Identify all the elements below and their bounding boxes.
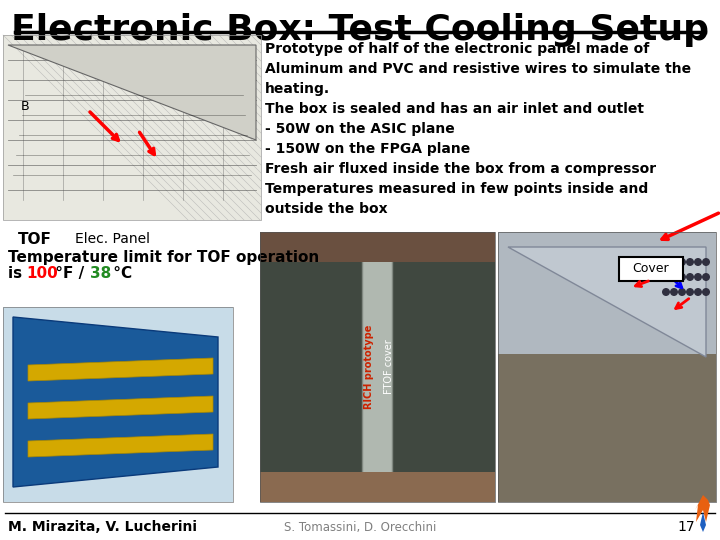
Text: TOF: TOF — [18, 232, 52, 247]
Text: M. Mirazita, V. Lucherini: M. Mirazita, V. Lucherini — [8, 520, 197, 534]
Bar — [260, 232, 495, 502]
Circle shape — [678, 273, 686, 281]
Text: outside the box: outside the box — [265, 202, 387, 216]
Text: Prototype of half of the electronic panel made of: Prototype of half of the electronic pane… — [265, 42, 649, 56]
Polygon shape — [508, 247, 706, 357]
Bar — [498, 232, 716, 502]
Bar — [498, 232, 716, 502]
Text: Fresh air fluxed inside the box from a compressor: Fresh air fluxed inside the box from a c… — [265, 162, 656, 176]
Bar — [260, 232, 495, 502]
Bar — [260, 472, 495, 502]
Bar — [3, 35, 261, 220]
Text: S. Tomassini, D. Orecchini: S. Tomassini, D. Orecchini — [284, 521, 436, 534]
Circle shape — [662, 288, 670, 296]
Text: The box is sealed and has an air inlet and outlet: The box is sealed and has an air inlet a… — [265, 102, 644, 116]
Circle shape — [694, 288, 702, 296]
Bar — [260, 232, 495, 502]
Circle shape — [670, 258, 678, 266]
Text: Electronic Box: Test Cooling Setup: Electronic Box: Test Cooling Setup — [11, 13, 709, 47]
Circle shape — [686, 273, 694, 281]
Circle shape — [702, 258, 710, 266]
Bar — [498, 232, 716, 354]
Text: is: is — [8, 266, 27, 281]
Text: Temperature limit for TOF operation: Temperature limit for TOF operation — [8, 250, 319, 265]
Circle shape — [686, 288, 694, 296]
Circle shape — [670, 288, 678, 296]
Text: heating.: heating. — [265, 82, 330, 96]
Text: Aluminum and PVC and resistive wires to simulate the: Aluminum and PVC and resistive wires to … — [265, 62, 691, 76]
Text: - 150W on the FPGA plane: - 150W on the FPGA plane — [265, 142, 470, 156]
Text: - 50W on the ASIC plane: - 50W on the ASIC plane — [265, 122, 455, 136]
Text: Elec. Panel: Elec. Panel — [75, 232, 150, 246]
Bar — [362, 237, 392, 497]
Circle shape — [694, 273, 702, 281]
Polygon shape — [28, 434, 213, 457]
Circle shape — [694, 258, 702, 266]
Bar — [3, 307, 233, 502]
Polygon shape — [13, 317, 218, 487]
Circle shape — [662, 258, 670, 266]
Circle shape — [678, 288, 686, 296]
Circle shape — [670, 273, 678, 281]
Text: °F /: °F / — [50, 266, 84, 281]
Circle shape — [662, 273, 670, 281]
Text: 17: 17 — [678, 520, 695, 534]
Polygon shape — [28, 358, 213, 381]
Text: Cover: Cover — [633, 262, 670, 275]
Circle shape — [702, 273, 710, 281]
Text: FTOF cover: FTOF cover — [384, 340, 394, 394]
Text: RICH prototype: RICH prototype — [364, 325, 374, 409]
Text: °C: °C — [108, 266, 132, 281]
Circle shape — [678, 258, 686, 266]
Text: 38: 38 — [90, 266, 112, 281]
Bar — [498, 354, 716, 502]
Bar — [3, 307, 233, 502]
Bar — [260, 232, 495, 262]
Text: B: B — [21, 100, 30, 113]
Text: 100: 100 — [26, 266, 58, 281]
Circle shape — [686, 258, 694, 266]
Polygon shape — [700, 512, 706, 532]
Polygon shape — [8, 45, 256, 140]
Circle shape — [702, 288, 710, 296]
Bar — [3, 307, 233, 502]
Polygon shape — [28, 396, 213, 419]
Polygon shape — [695, 495, 714, 522]
Text: Temperatures measured in few points inside and: Temperatures measured in few points insi… — [265, 182, 648, 196]
Bar — [3, 35, 261, 220]
FancyBboxPatch shape — [619, 257, 683, 281]
